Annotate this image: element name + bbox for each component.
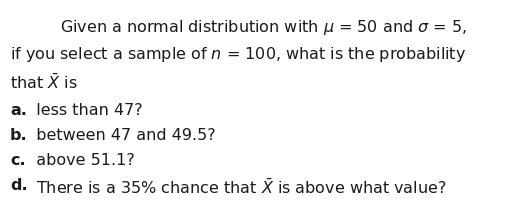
Text: There is a 35% chance that $\bar{X}$ is above what value?: There is a 35% chance that $\bar{X}$ is … <box>26 178 447 197</box>
Text: less than 47?: less than 47? <box>26 103 143 118</box>
Text: above 51.1?: above 51.1? <box>26 153 135 168</box>
Text: b.: b. <box>10 128 28 143</box>
Text: Given a normal distribution with $\mu$ = 50 and $\sigma$ = 5,: Given a normal distribution with $\mu$ =… <box>59 18 467 37</box>
Text: c.: c. <box>10 153 26 168</box>
Text: d.: d. <box>10 178 28 193</box>
Text: between 47 and 49.5?: between 47 and 49.5? <box>26 128 216 143</box>
Text: if you select a sample of $n$ = 100, what is the probability: if you select a sample of $n$ = 100, wha… <box>10 45 466 64</box>
Text: that $\bar{X}$ is: that $\bar{X}$ is <box>10 73 78 92</box>
Text: a.: a. <box>10 103 27 118</box>
